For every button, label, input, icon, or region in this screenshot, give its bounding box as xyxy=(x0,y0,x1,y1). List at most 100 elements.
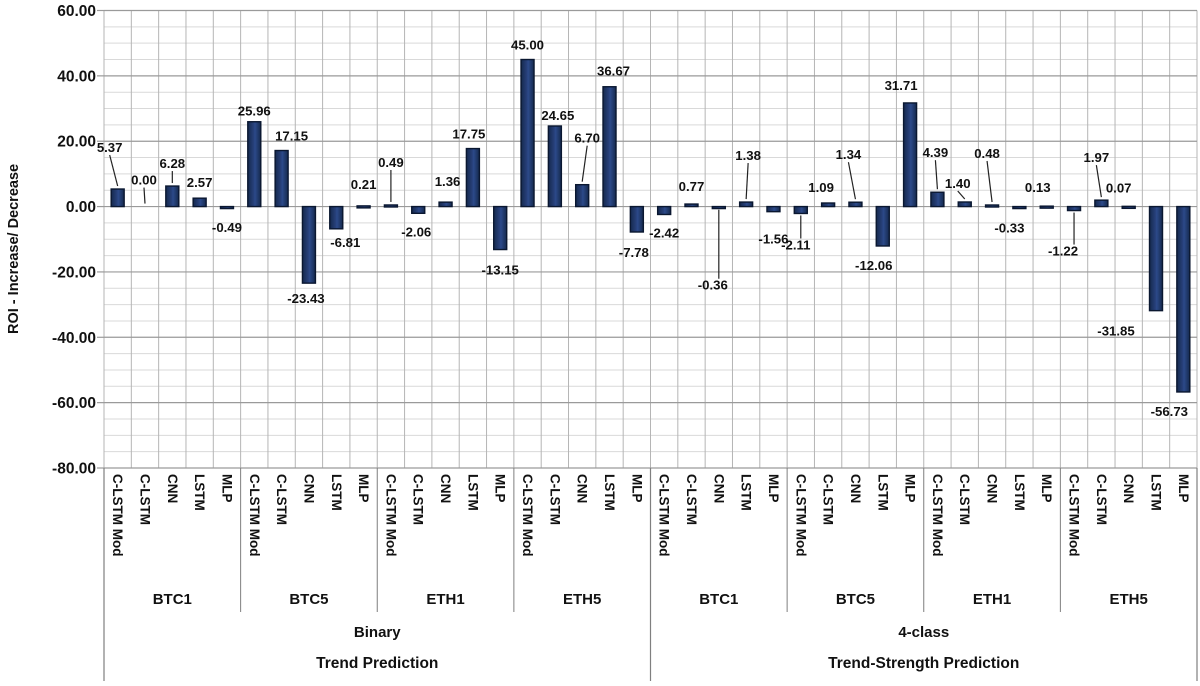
bar-value-label: -2.42 xyxy=(649,225,679,240)
bar-Binary-ETH5-LSTM xyxy=(602,86,617,208)
bar-value-label: 1.38 xyxy=(735,148,761,163)
bar-value-label: 1.09 xyxy=(808,180,834,195)
bar-value-label: 1.34 xyxy=(836,147,862,162)
bar-value-label: 0.07 xyxy=(1106,180,1132,195)
bar-4-class-ETH1-CNN xyxy=(984,204,1000,208)
bar-value-label: 6.70 xyxy=(574,131,600,146)
model-label: C-LSTM xyxy=(137,474,152,525)
bar-Binary-BTC5-CNN xyxy=(301,205,317,284)
model-label: CNN xyxy=(301,474,316,503)
model-label: MLP xyxy=(356,474,371,503)
bar-4-class-BTC5-CNN xyxy=(848,201,863,208)
bar-Binary-ETH1-CNN xyxy=(438,201,453,208)
class-group-label: Binary xyxy=(354,624,401,641)
bar-value-label: -12.06 xyxy=(855,258,892,273)
bar-Binary-BTC5-C-LSTM Mod xyxy=(247,121,262,208)
bar-Binary-BTC5-C-LSTM xyxy=(274,149,289,208)
bar-value-label: 1.36 xyxy=(435,174,461,189)
bar-value-label: 45.00 xyxy=(511,38,544,53)
bar-4-class-BTC1-C-LSTM xyxy=(684,203,699,208)
y-tick-label: 20.00 xyxy=(57,134,96,151)
bar-4-class-ETH1-C-LSTM Mod xyxy=(930,191,945,208)
bar-4-class-BTC1-LSTM xyxy=(738,201,754,208)
model-label: C-LSTM Mod xyxy=(383,474,398,556)
label-leader-line xyxy=(581,145,588,182)
bar-value-label: -0.36 xyxy=(698,278,728,293)
bar-value-label: 5.37 xyxy=(97,140,123,155)
model-label: LSTM xyxy=(329,474,344,511)
y-tick-label: -20.00 xyxy=(52,264,96,281)
model-label: LSTM xyxy=(875,474,890,511)
model-label: C-LSTM xyxy=(274,474,289,525)
model-label: LSTM xyxy=(602,474,617,511)
bar-value-label: -2.06 xyxy=(401,224,431,239)
bar-4-class-ETH1-C-LSTM xyxy=(957,201,972,208)
model-label: C-LSTM xyxy=(411,474,426,525)
bar-value-label: 31.71 xyxy=(885,78,918,93)
bar-value-label: 0.48 xyxy=(974,146,1000,161)
bar-Binary-BTC5-LSTM xyxy=(329,205,344,230)
bar-Binary-ETH5-C-LSTM Mod xyxy=(520,58,535,208)
label-leader-line xyxy=(1095,165,1102,198)
bar-value-label: 6.28 xyxy=(159,156,185,171)
bar-Binary-BTC1-C-LSTM Mod xyxy=(110,188,125,208)
model-label: C-LSTM Mod xyxy=(110,474,125,556)
bar-Binary-BTC1-LSTM xyxy=(192,197,207,208)
model-label: CNN xyxy=(1121,474,1136,503)
label-leader-line xyxy=(934,160,939,190)
bar-4-class-BTC5-C-LSTM xyxy=(820,202,836,208)
y-tick-label: -80.00 xyxy=(52,461,96,478)
label-leader-line xyxy=(847,162,857,200)
model-label: LSTM xyxy=(192,474,207,511)
bar-value-label: -0.33 xyxy=(994,221,1024,236)
model-label: CNN xyxy=(848,474,863,503)
model-label: MLP xyxy=(766,474,781,503)
bar-4-class-BTC5-LSTM xyxy=(875,205,890,247)
bar-4-class-ETH5-C-LSTM Mod xyxy=(1066,205,1082,212)
bar-4-class-ETH5-MLP xyxy=(1176,205,1191,393)
bar-value-label: -23.43 xyxy=(287,291,324,306)
y-tick-label: 60.00 xyxy=(57,3,96,20)
y-tick-label: 40.00 xyxy=(57,68,96,85)
bar-value-label: -1.22 xyxy=(1048,244,1078,259)
model-label: LSTM xyxy=(1012,474,1027,511)
y-tick-label: 0.00 xyxy=(66,199,96,216)
model-label: LSTM xyxy=(739,474,754,511)
model-label: MLP xyxy=(1039,474,1054,503)
label-leader-line xyxy=(986,160,993,203)
bar-Binary-ETH1-MLP xyxy=(493,205,508,251)
model-label: C-LSTM Mod xyxy=(520,474,535,556)
model-label: CNN xyxy=(165,474,180,503)
bar-4-class-BTC1-C-LSTM Mod xyxy=(656,205,672,216)
label-leader-line xyxy=(109,154,119,187)
prediction-type-label: Trend Prediction xyxy=(316,655,438,672)
bar-value-label: 24.65 xyxy=(541,108,574,123)
bar-value-label: -6.81 xyxy=(330,235,360,250)
model-label: C-LSTM Mod xyxy=(930,474,945,556)
model-label: MLP xyxy=(629,474,644,503)
model-label: C-LSTM xyxy=(957,474,972,525)
model-label: C-LSTM Mod xyxy=(1067,474,1082,556)
model-label: CNN xyxy=(575,474,590,503)
label-leader-line xyxy=(143,187,146,204)
bar-value-label: -0.49 xyxy=(212,220,242,235)
y-tick-label: -40.00 xyxy=(52,330,96,347)
bar-value-label: 4.39 xyxy=(923,145,949,160)
y-tick-label: -60.00 xyxy=(52,395,96,412)
y-axis-title: ROI - Increase/ Decrease xyxy=(6,163,22,334)
prediction-type-label: Trend-Strength Prediction xyxy=(828,655,1019,672)
bar-value-label: 0.13 xyxy=(1025,180,1051,195)
label-leader-line xyxy=(957,190,966,200)
model-label: CNN xyxy=(985,474,1000,503)
dataset-label: BTC1 xyxy=(699,591,738,608)
model-label: MLP xyxy=(1176,474,1191,503)
bar-value-label: 0.77 xyxy=(679,179,705,194)
bar-4-class-ETH5-LSTM xyxy=(1148,205,1164,312)
model-label: MLP xyxy=(493,474,508,503)
model-label: C-LSTM xyxy=(547,474,562,525)
bar-value-label: -1.56 xyxy=(758,232,788,247)
bar-Binary-ETH5-CNN xyxy=(574,183,590,208)
bar-4-class-BTC1-MLP xyxy=(766,205,781,213)
dataset-label: ETH5 xyxy=(563,591,601,608)
